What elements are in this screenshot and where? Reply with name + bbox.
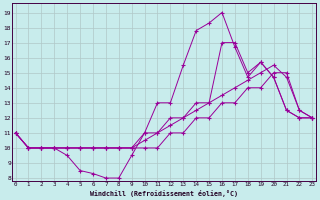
X-axis label: Windchill (Refroidissement éolien,°C): Windchill (Refroidissement éolien,°C) — [90, 190, 238, 197]
